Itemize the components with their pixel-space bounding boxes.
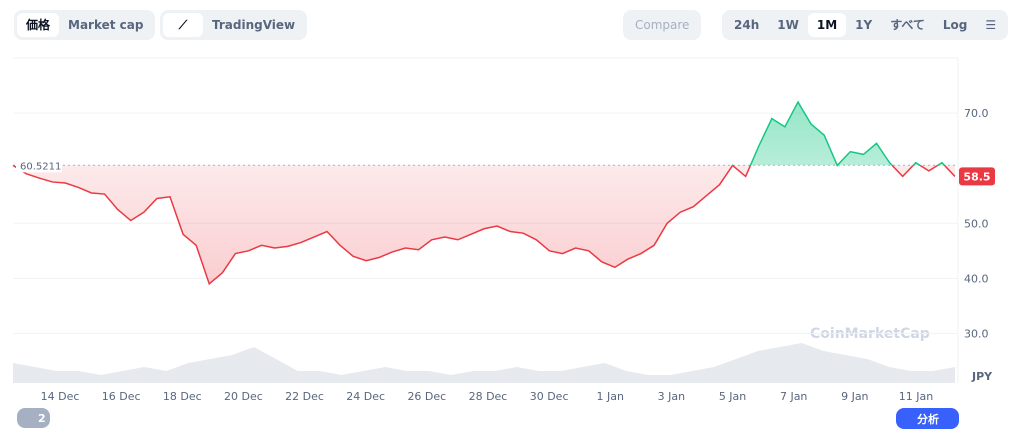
x-tick-label: 1 Jan <box>597 390 624 403</box>
baseline-label-bg <box>16 157 62 173</box>
y-tick-label: 40.0 <box>964 272 989 285</box>
range[interactable]: 1Y <box>855 18 873 32</box>
x-tick-label: 20 Dec <box>224 390 263 403</box>
compare[interactable]: Compare <box>623 10 702 40</box>
badge-label: 2 <box>38 412 46 425</box>
range[interactable]: 24h <box>734 18 760 32</box>
y-tick-label: 70.0 <box>964 107 989 120</box>
price-line-up <box>13 100 946 166</box>
x-tick-label: 22 Dec <box>285 390 324 403</box>
x-tick-label: 9 Jan <box>841 390 868 403</box>
x-tick-label: 5 Jan <box>719 390 746 403</box>
view-group: ⟋ TradingView <box>160 10 308 40</box>
tab[interactable]: 価格 <box>17 13 60 37</box>
area-down <box>13 165 955 284</box>
tab-group: 価格 Market cap <box>14 10 156 40</box>
x-tick-label: 30 Dec <box>530 390 569 403</box>
x-tick-label: 16 Dec <box>102 390 141 403</box>
area-up <box>13 102 955 166</box>
x-tick-label: 7 Jan <box>780 390 807 403</box>
last-price: 58.5 <box>963 170 990 183</box>
log[interactable]: Log <box>942 18 968 32</box>
x-tick-label: 3 Jan <box>658 390 685 403</box>
price-line-down <box>12 165 956 286</box>
volume-area <box>13 343 955 383</box>
x-tick-label: 14 Dec <box>41 390 80 403</box>
x-tick-label: 18 Dec <box>163 390 202 403</box>
y-tick-label: 30.0 <box>964 327 989 340</box>
x-tick-label: 24 Dec <box>346 390 385 403</box>
range-group: 24h 1W 1M 1Y すべて Log ☰ <box>722 10 1009 40</box>
analysis-label: 分析 <box>917 412 939 426</box>
x-tick-label: 28 Dec <box>469 390 508 403</box>
range[interactable]: すべて <box>890 18 925 32</box>
currency: JPY <box>971 370 993 383</box>
compare-label: Compare <box>635 18 690 32</box>
x-tick-label: 11 Jan <box>899 390 933 403</box>
tab[interactable]: Market cap <box>68 18 144 32</box>
badge[interactable] <box>17 408 50 428</box>
y-tick-label: 50.0 <box>964 217 989 230</box>
tradingview[interactable]: TradingView <box>212 18 296 32</box>
settings[interactable]: ☰ <box>985 18 997 32</box>
last-price-bg <box>959 167 995 186</box>
x-tick-label: 26 Dec <box>407 390 446 403</box>
range[interactable]: 1M <box>807 13 847 37</box>
range[interactable]: 1W <box>777 18 799 32</box>
analysis-button[interactable] <box>896 408 959 429</box>
baseline-label: 60.5211 <box>20 161 61 172</box>
line-view[interactable]: ⟋ <box>163 13 203 37</box>
watermark: CoinMarketCap <box>810 326 930 342</box>
